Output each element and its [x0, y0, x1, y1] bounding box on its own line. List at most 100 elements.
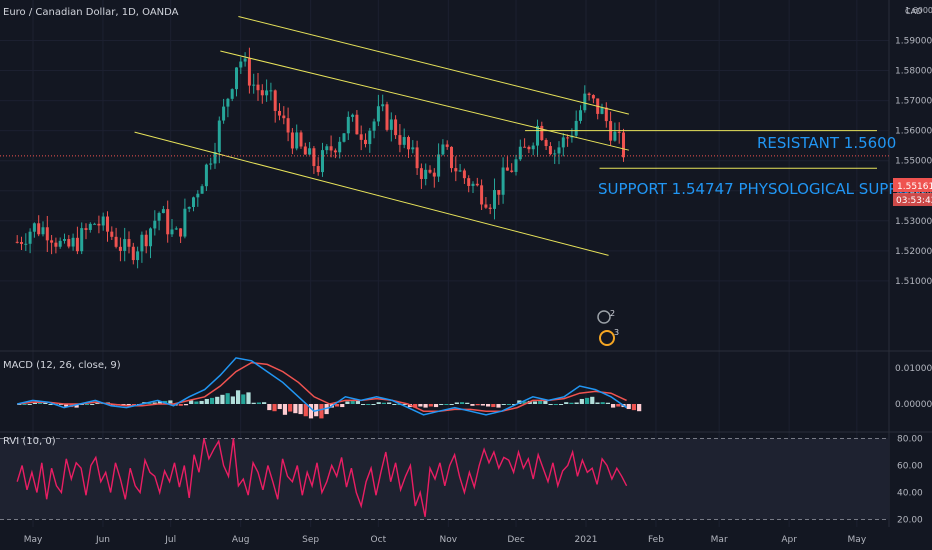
price-tick-label: 1.57000 [895, 97, 932, 107]
candle-body [445, 144, 449, 147]
candle-body [402, 137, 406, 145]
macd-histogram-bar [267, 404, 272, 411]
event-markers[interactable]: 2 3 [597, 309, 619, 346]
channel-line-middle [220, 50, 630, 151]
macd-histogram-bar [183, 404, 189, 406]
candle-body [213, 152, 217, 164]
macd-histogram-bar [256, 402, 262, 404]
time-tick-label: May [24, 535, 43, 545]
current-price-value: 1.55161 [897, 182, 932, 192]
time-tick-label: Dec [507, 535, 524, 545]
candle-body [454, 168, 458, 172]
macd-histogram-bar [548, 404, 553, 405]
candle-body [265, 90, 269, 96]
candle-body [514, 159, 518, 172]
candle-body [278, 110, 281, 116]
candle-body [325, 146, 329, 151]
macd-histogram-bar [131, 404, 137, 406]
macd-histogram-bar [340, 404, 345, 408]
resistance-annotation[interactable]: RESISTANT 1.5600 [757, 134, 896, 152]
price-tick-label: 1.56000 [895, 127, 932, 137]
macd-histogram-bar [32, 402, 38, 404]
macd-histogram-bar [522, 401, 527, 404]
candle-body [424, 169, 428, 179]
countdown-value: 03:53:42 [896, 196, 932, 206]
candle-body [144, 234, 148, 247]
candle-body [252, 84, 256, 86]
candle-body [183, 208, 187, 237]
candle-body [467, 178, 471, 186]
macd-histogram-bar [58, 404, 64, 405]
candle-body [131, 246, 135, 261]
macd-histogram-bar [277, 404, 282, 410]
candle-body [613, 131, 617, 141]
time-tick-label: Aug [232, 535, 250, 545]
candle-body [32, 223, 36, 232]
candle-body [497, 190, 501, 195]
marker-circle[interactable] [599, 330, 615, 346]
candle-body [540, 125, 544, 140]
candle-body [170, 229, 174, 235]
candle-body [342, 133, 346, 142]
macd-line [17, 357, 628, 416]
macd-histogram-bar [334, 404, 340, 407]
candle-body [37, 223, 41, 235]
macd-histogram-bar [496, 404, 501, 408]
candle-body [290, 132, 294, 149]
macd-histogram-bar [387, 402, 392, 404]
macd-histogram-bar [480, 404, 485, 406]
candle-body [398, 135, 402, 145]
macd-tick-label: 0.01000 [895, 364, 932, 374]
candle-body [333, 150, 337, 153]
candle-body [364, 139, 367, 145]
candle-body [247, 58, 251, 86]
candle-body [20, 242, 23, 244]
candle-body [226, 98, 230, 107]
candle-body [260, 90, 264, 96]
candles[interactable] [15, 47, 625, 269]
channel-lines[interactable] [134, 15, 630, 256]
macd-histogram-bar [152, 402, 157, 404]
candle-body [286, 118, 290, 133]
macd-histogram-bar [282, 404, 288, 415]
candle-body [316, 166, 320, 173]
macd-pane[interactable] [17, 357, 642, 419]
candle-body [84, 228, 88, 230]
rvi-pane[interactable] [0, 438, 889, 520]
candle-body [166, 209, 170, 235]
candle-body [308, 148, 312, 155]
macd-histogram-bar [345, 401, 350, 404]
candle-body [239, 61, 243, 68]
price-axis[interactable]: 1.590001.580001.570001.560001.550001.540… [895, 37, 932, 526]
macd-histogram-bar [553, 404, 558, 405]
macd-histogram-bar [147, 402, 152, 404]
candle-body [93, 223, 97, 225]
macd-histogram-bar [626, 404, 631, 410]
candle-body [458, 170, 462, 172]
candle-body [518, 146, 522, 160]
macd-histogram-bar [27, 404, 32, 405]
macd-tick-label: 0.00000 [895, 400, 932, 410]
support-annotation[interactable]: SUPPORT 1.54747 PHYSOLOGICAL SUPPORT [598, 180, 929, 198]
macd-histogram-bar [475, 404, 480, 406]
macd-signal-line [17, 361, 627, 412]
macd-histogram-bar [590, 396, 595, 404]
candle-body [394, 119, 398, 136]
rvi-tick-label: 20.00 [897, 516, 923, 526]
candle-body [381, 104, 385, 107]
candle-body [101, 216, 105, 226]
candle-body [407, 137, 410, 150]
rvi-tick-label: 80.00 [897, 435, 923, 445]
macd-histogram-bar [235, 390, 241, 404]
marker-circle[interactable] [597, 310, 611, 324]
candle-body [75, 237, 79, 252]
candle-body [209, 163, 213, 165]
rvi-label: RVI (10, 0) [3, 436, 56, 447]
horizontal-levels[interactable] [525, 130, 877, 169]
macd-histogram-bar [194, 401, 199, 404]
candle-body [475, 183, 479, 186]
time-axis[interactable]: May Jun Jul Aug Sep Oct Nov Dec 2021 Feb Mar Apr May [24, 535, 867, 545]
candle-body [376, 106, 380, 122]
macd-histogram-bar [439, 404, 444, 405]
candle-body [574, 120, 578, 136]
